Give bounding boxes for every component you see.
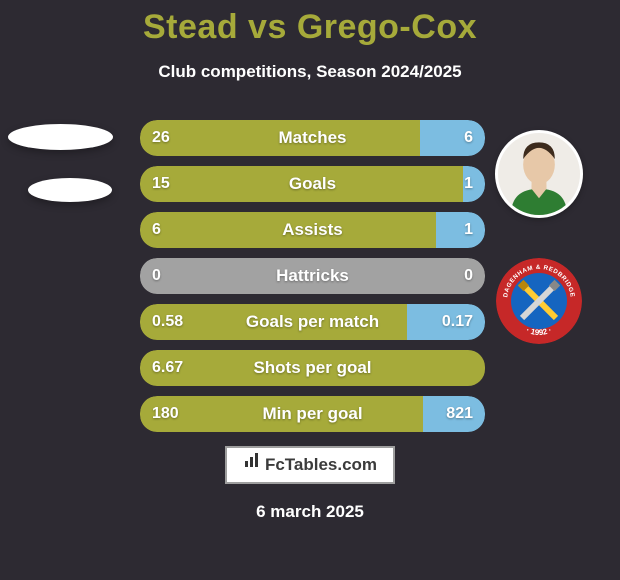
- stat-label: Min per goal: [140, 396, 485, 432]
- stat-row: 180821Min per goal: [140, 396, 485, 432]
- player-left-placeholder-1: [8, 124, 113, 150]
- stat-row: 0.580.17Goals per match: [140, 304, 485, 340]
- stat-label: Assists: [140, 212, 485, 248]
- footer-date: 6 march 2025: [0, 502, 620, 522]
- footer-logo: FcTables.com: [225, 446, 395, 484]
- chart-icon: [243, 447, 261, 481]
- stat-row: 266Matches: [140, 120, 485, 156]
- player-right-club-badge: DAGENHAM & REDBRIDGE · 1992 ·: [496, 258, 582, 344]
- club-badge-icon: DAGENHAM & REDBRIDGE · 1992 ·: [496, 258, 582, 344]
- stat-row: 151Goals: [140, 166, 485, 202]
- stat-label: Hattricks: [140, 258, 485, 294]
- player-left-name: Stead: [143, 8, 238, 46]
- stat-row: 00Hattricks: [140, 258, 485, 294]
- comparison-infographic: Stead vs Grego-Cox Club competitions, Se…: [0, 0, 620, 580]
- stat-bars: 266Matches 151Goals 61Assists 00Hattricks 0.…: [140, 120, 485, 442]
- player-right-name: Grego-Cox: [297, 8, 477, 46]
- stat-label: Shots per goal: [140, 350, 485, 386]
- stat-row: 61Assists: [140, 212, 485, 248]
- subtitle: Club competitions, Season 2024/2025: [0, 62, 620, 82]
- player-left-placeholder-2: [28, 178, 112, 202]
- title-vs: vs: [238, 8, 297, 46]
- stat-row: 6.67Shots per goal: [140, 350, 485, 386]
- page-title: Stead vs Grego-Cox: [0, 8, 620, 47]
- stat-label: Goals per match: [140, 304, 485, 340]
- stat-label: Matches: [140, 120, 485, 156]
- avatar-placeholder-icon: [498, 133, 580, 215]
- footer-logo-text: FcTables.com: [265, 455, 377, 474]
- stat-label: Goals: [140, 166, 485, 202]
- player-right-avatar: [495, 130, 583, 218]
